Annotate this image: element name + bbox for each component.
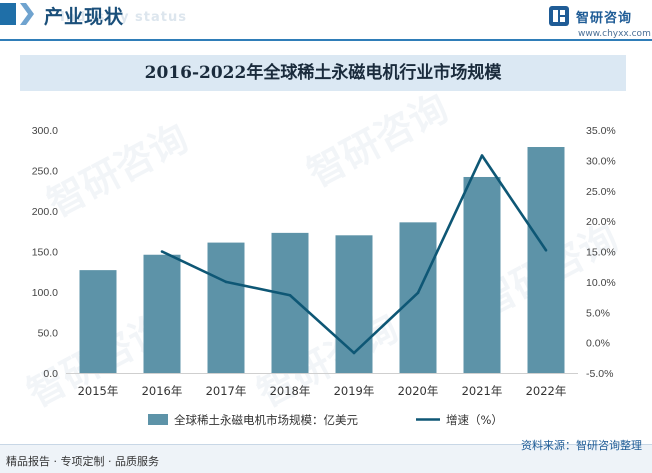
page-header: Industry status 产业现状 智研咨询 www.chyxx.com (0, 0, 652, 39)
brand-mark-icon (549, 6, 569, 26)
page-footer: 精品报告 · 专项定制 · 品质服务 (0, 444, 652, 473)
growth-point (544, 248, 548, 252)
bar (271, 232, 309, 373)
growth-point (480, 154, 484, 157)
y-right-tick-label: 5.0% (586, 307, 610, 319)
y-left-tick-label: 250.0 (32, 166, 58, 178)
bar (463, 176, 501, 373)
y-left-tick-label: 0.0 (43, 368, 58, 380)
y-left-tick-label: 200.0 (32, 206, 58, 218)
x-tick-label: 2022年 (526, 384, 567, 398)
y-right-tick-label: 25.0% (586, 186, 616, 198)
x-tick-label: 2015年 (78, 384, 119, 398)
chevron-right-icon (20, 3, 34, 25)
growth-point (288, 293, 292, 297)
growth-point (160, 250, 164, 253)
header-accent-bar (0, 3, 16, 25)
y-left-tick-label: 300.0 (32, 125, 58, 137)
x-tick-label: 2017年 (206, 384, 247, 398)
brand-name: 智研咨询 (576, 11, 633, 26)
y-right-tick-label: 10.0% (586, 277, 616, 289)
bar (207, 242, 245, 373)
x-tick-label: 2019年 (334, 384, 375, 398)
bar (335, 235, 373, 373)
x-tick-label: 2020年 (398, 384, 439, 398)
y-right-tick-label: 0.0% (586, 338, 610, 350)
x-tick-label: 2018年 (270, 384, 311, 398)
header-title: 产业现状 (44, 6, 125, 28)
y-left-tick-label: 100.0 (32, 287, 58, 299)
chart-title: 2016-2022年全球稀土永磁电机行业市场规模 (20, 55, 626, 91)
y-left-tick-label: 150.0 (32, 247, 58, 259)
y-right-tick-label: 20.0% (586, 216, 616, 228)
footer-tagline: 精品报告 · 专项定制 · 品质服务 (6, 455, 159, 468)
bar (527, 147, 565, 373)
bar (143, 254, 181, 373)
y-right-tick-label: 30.0% (586, 155, 616, 167)
x-tick-label: 2021年 (462, 384, 503, 398)
y-right-tick-label: 35.0% (586, 125, 616, 137)
legend-label-bar: 全球稀土永磁电机市场规模：亿美元 (174, 413, 358, 427)
legend-swatch-bar (148, 414, 168, 425)
y-left-tick-label: 50.0 (38, 328, 59, 340)
growth-point (416, 291, 420, 295)
bar (399, 222, 437, 373)
y-right-tick-label: 15.0% (586, 247, 616, 259)
growth-point (224, 280, 228, 284)
chart: 0.0 50.0 100.0 150.0 200.0 250.0 300.0 -5.0% 0.0… (32, 125, 616, 427)
growth-point (352, 351, 356, 355)
bar (79, 270, 117, 373)
header-divider (0, 39, 652, 41)
source-note: 资料来源：智研咨询整理 (521, 439, 642, 452)
header-ghost-subtitle: Industry status (60, 10, 187, 25)
x-tick-label: 2016年 (142, 384, 183, 398)
brand-url: www.chyxx.com (578, 29, 651, 39)
y-right-tick-label: -5.0% (586, 368, 613, 380)
legend-label-line: 增速（%） (446, 413, 503, 427)
